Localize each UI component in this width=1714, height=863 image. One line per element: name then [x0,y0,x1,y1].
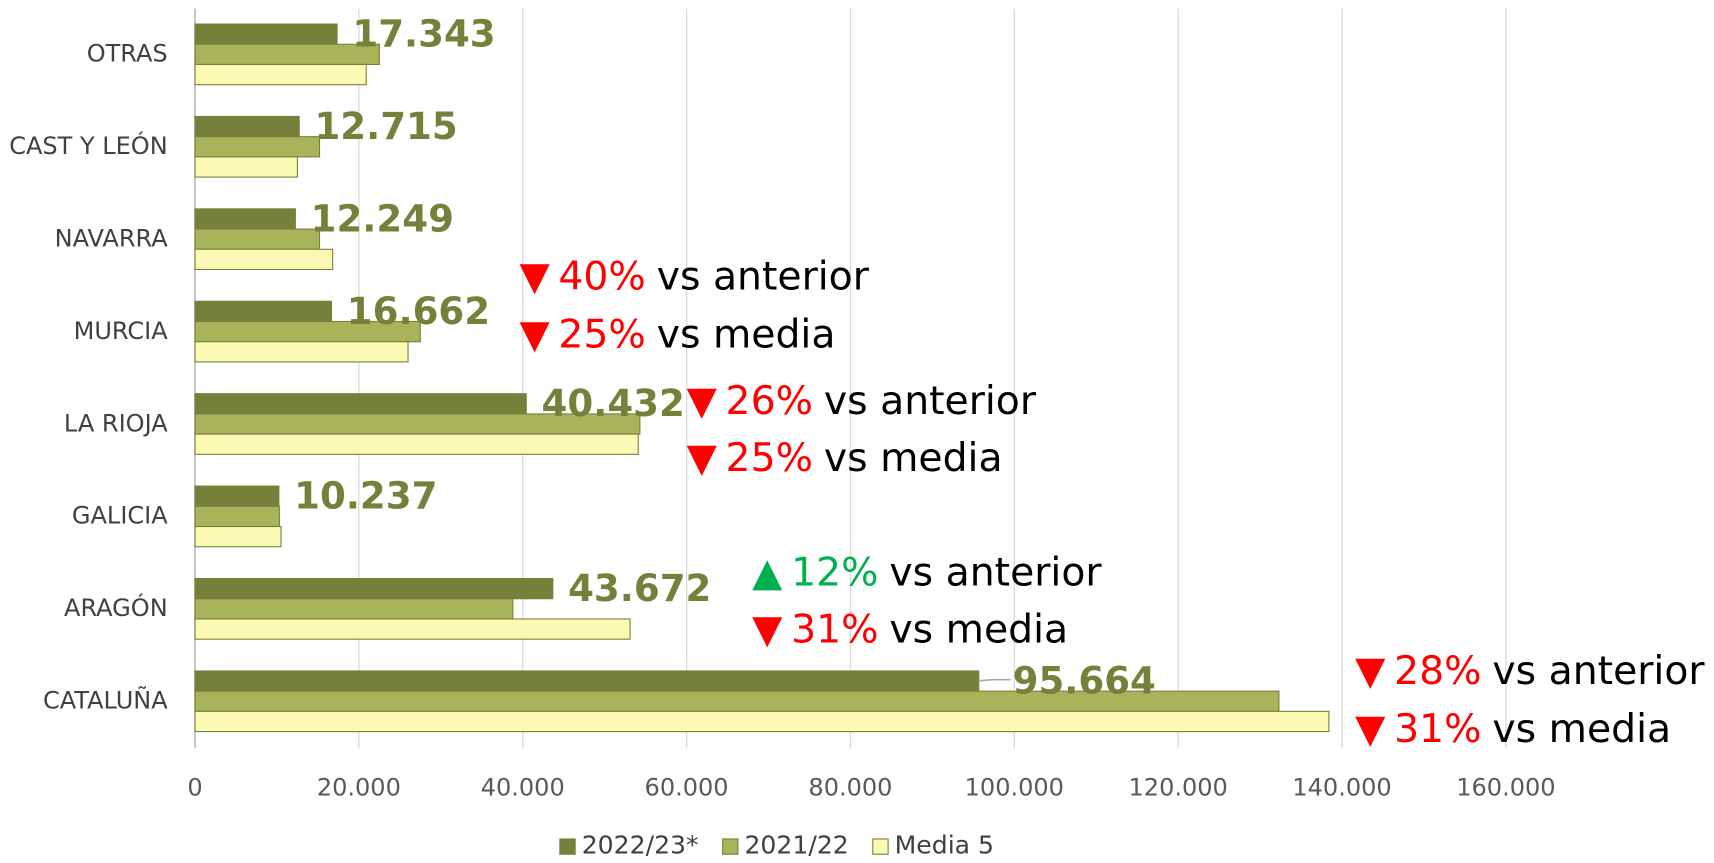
x-tick-label: 0 [187,774,202,802]
bar [194,710,1330,733]
bar [194,505,280,528]
legend: 2022/23* 2021/22 Media 5 [559,831,994,860]
legend-marker [559,838,576,855]
annotation-arrow: ▼ [1355,648,1386,693]
y-tick-label: CAST Y LEÓN [9,130,167,160]
x-tick-label: 140.000 [1292,774,1391,802]
data-label: 10.237 [294,475,437,518]
annotation: ▼ 31% vs media [1355,706,1671,751]
annotation-arrow: ▼ [519,312,550,357]
legend-marker [872,838,889,855]
y-tick-label: ARAGÓN [64,592,168,622]
annotation: ▼ 28% vs anterior [1355,648,1705,693]
annotation-pct: 25% [558,312,645,357]
legend-label: Media 5 [895,831,994,860]
bar [194,433,639,455]
grid [194,8,1507,749]
annotation-pct: 31% [1394,706,1481,751]
annotation: ▼ 25% vs media [519,312,835,357]
annotation-text: vs anterior [1492,648,1705,693]
annotation-arrow: ▲ [752,550,783,595]
y-tick-label: NAVARRA [55,224,169,252]
bar [194,485,280,507]
annotation-text: vs anterior [657,254,870,299]
data-label: 12.715 [314,105,457,148]
bar [194,577,554,600]
annotation-text: vs anterior [824,379,1037,424]
annotation-pct: 26% [726,379,813,424]
y-tick-label: LA RIOJA [64,409,168,437]
leader-line [978,678,1011,682]
x-tick-label: 60.000 [645,774,729,802]
bar [194,300,333,323]
bar [194,63,367,86]
legend-marker [722,838,739,855]
annotation: ▼ 25% vs media [687,435,1003,480]
x-tick-label: 80.000 [808,774,892,802]
bar [194,248,334,271]
annotation-pct: 25% [726,435,813,480]
bar [194,23,338,45]
x-tick-label: 100.000 [965,774,1064,802]
annotation-text: vs media [1492,706,1671,751]
annotation-text: vs anterior [889,550,1102,595]
bar [194,618,631,640]
bar [194,341,409,363]
annotation-arrow: ▼ [519,254,550,299]
annotation-pct: 40% [558,254,645,299]
annotation-pct: 28% [1394,648,1481,693]
annotation-pct: 12% [791,550,878,595]
bar [194,393,527,415]
y-tick-label: CATALUÑA [43,685,168,715]
bar [194,208,296,230]
legend-label: 2022/23* [582,831,699,860]
annotation-text: vs media [824,435,1003,480]
data-label: 43.672 [568,567,711,610]
x-tick-label: 40.000 [481,774,565,802]
bar [194,115,300,138]
data-label: 12.249 [311,197,454,240]
bar [194,156,298,178]
annotation-pct: 31% [791,607,878,652]
data-label: 17.343 [352,13,495,56]
annotation-text: vs media [889,607,1068,652]
data-label: 95.664 [1013,659,1156,702]
annotation-arrow: ▼ [687,435,718,480]
annotation: ▼ 26% vs anterior [687,379,1037,424]
annotation-arrow: ▼ [687,379,718,424]
x-tick-label: 120.000 [1129,774,1228,802]
x-tick-label: 20.000 [317,774,401,802]
bar [194,136,321,158]
annotation: ▼ 40% vs anterior [519,254,869,299]
data-label: 40.432 [542,382,685,425]
bar [194,525,282,548]
annotation-text: vs media [657,312,836,357]
bar [194,598,514,620]
annotation: ▲ 12% vs anterior [752,550,1102,595]
y-tick-label: GALICIA [72,502,168,530]
y-tick-label: MURCIA [74,317,169,345]
bar [194,228,321,250]
bar [194,670,980,692]
annotation: ▼ 31% vs media [752,607,1068,652]
x-tick-label: 160.000 [1456,774,1555,802]
data-label: 16.662 [347,290,490,333]
y-tick-label: OTRAS [87,40,168,68]
annotation-arrow: ▼ [752,607,783,652]
annotation-arrow: ▼ [1355,706,1386,751]
legend-label: 2021/22 [744,831,848,860]
